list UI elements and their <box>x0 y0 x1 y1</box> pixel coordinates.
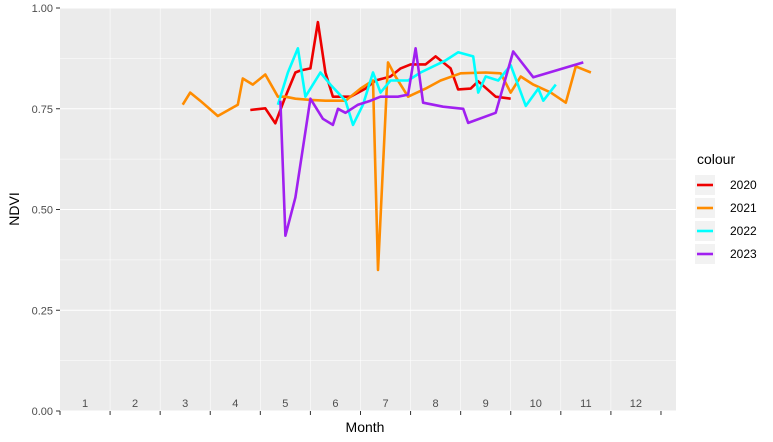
x-tick-label: 7 <box>382 398 388 410</box>
x-axis-ticks: 1 2 3 4 5 6 7 8 9 10 11 12 <box>59 398 662 415</box>
legend-label-2023: 2023 <box>730 247 757 261</box>
y-tick-label: 0.00 <box>32 406 53 418</box>
x-axis-title: Month <box>346 419 385 435</box>
x-tick-label: 8 <box>433 398 439 410</box>
legend-label-2020: 2020 <box>730 178 757 192</box>
x-tick-label: 12 <box>630 398 642 410</box>
y-tick-label: 0.25 <box>32 305 53 317</box>
legend: colour 2020 2021 2022 2023 <box>695 151 757 264</box>
y-tick-label: 1.00 <box>32 3 53 15</box>
legend-label-2022: 2022 <box>730 224 757 238</box>
major-gridlines <box>60 7 676 412</box>
series-line-2023 <box>279 46 584 237</box>
x-tick-label: 6 <box>332 398 338 410</box>
x-tick-label: 1 <box>82 398 88 410</box>
x-tick-label: 10 <box>530 398 542 410</box>
series-line-2021 <box>181 61 592 272</box>
x-tick-label: 4 <box>232 398 238 410</box>
y-axis-ticks: 0.00 0.25 0.50 0.75 1.00 <box>32 3 60 418</box>
legend-label-2021: 2021 <box>730 201 757 215</box>
legend-title: colour <box>697 151 735 167</box>
y-tick-label: 0.50 <box>32 205 53 217</box>
x-tick-label: 2 <box>132 398 138 410</box>
x-tick-label: 9 <box>483 398 489 410</box>
x-tick-label: 11 <box>580 398 591 410</box>
series-line-2022 <box>276 46 557 127</box>
y-axis-title: NDVI <box>6 192 22 225</box>
x-tick-label: 5 <box>282 398 288 410</box>
x-tick-label: 3 <box>182 398 188 410</box>
y-tick-label: 0.75 <box>32 104 53 116</box>
series-lines <box>181 20 592 272</box>
